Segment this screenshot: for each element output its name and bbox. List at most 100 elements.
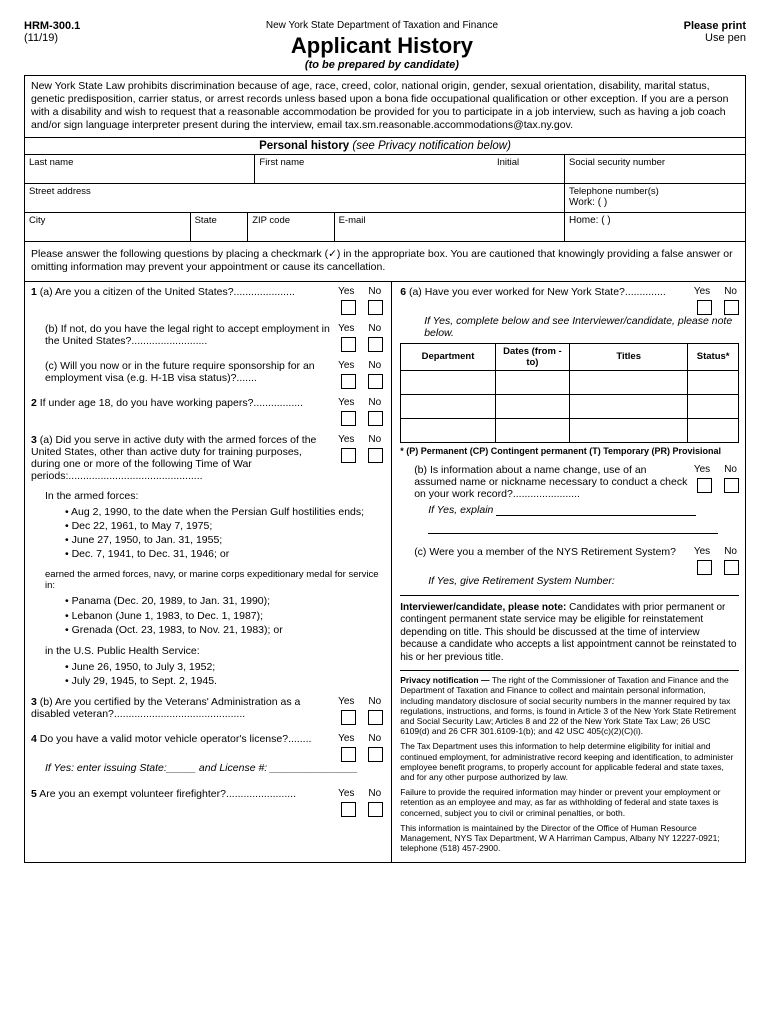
q4-text: Do you have a valid motor vehicle operat… bbox=[40, 733, 288, 745]
q1b-text: If not, do you have the legal right to a… bbox=[45, 323, 330, 347]
table-row[interactable] bbox=[401, 418, 739, 442]
armed-forces-block: In the armed forces: Aug 2, 1990, to the… bbox=[45, 490, 383, 562]
city-label: City bbox=[29, 215, 186, 226]
q3b-no[interactable] bbox=[368, 710, 383, 725]
q1b: (b) If not, do you have the legal right … bbox=[45, 323, 383, 352]
q4-yes[interactable] bbox=[341, 747, 356, 762]
initial-label: Initial bbox=[497, 157, 560, 168]
q4-sub: If Yes: enter issuing State:_____ and Li… bbox=[45, 762, 383, 774]
q3a-text: Did you serve in active duty with the ar… bbox=[31, 434, 316, 482]
explain-line[interactable] bbox=[496, 505, 696, 516]
armed-label: In the armed forces: bbox=[45, 490, 383, 502]
q1a-text: Are you a citizen of the United States? bbox=[55, 286, 234, 298]
form-border: New York State Law prohibits discriminat… bbox=[24, 75, 746, 863]
q1c-yes[interactable] bbox=[341, 374, 356, 389]
phone-label: Telephone number(s) bbox=[569, 186, 741, 197]
left-column: 1 (a) Are you a citizen of the United St… bbox=[25, 282, 392, 863]
table-row[interactable] bbox=[401, 394, 739, 418]
personal-hdr-note: (see Privacy notification below) bbox=[352, 140, 511, 152]
form-date: (11/19) bbox=[24, 32, 80, 44]
explain-line-2[interactable] bbox=[428, 523, 718, 534]
q6b-explain: If Yes, explain bbox=[428, 504, 739, 516]
q2: 2 If under age 18, do you have working p… bbox=[31, 397, 383, 426]
street-label: Street address bbox=[29, 186, 560, 197]
note-hdr: Interviewer/candidate, please note: bbox=[400, 602, 566, 613]
email-label: E-mail bbox=[339, 215, 560, 226]
q3b: 3 (b) Are you certified by the Veterans'… bbox=[31, 696, 383, 725]
header-center: New York State Department of Taxation an… bbox=[80, 20, 683, 71]
q2-yes[interactable] bbox=[341, 411, 356, 426]
q6b-text: Is information about a name change, use … bbox=[414, 464, 687, 500]
th-dept: Department bbox=[401, 343, 496, 370]
phs-label: in the U.S. Public Health Service: bbox=[45, 645, 383, 657]
interviewer-note: Interviewer/candidate, please note: Cand… bbox=[400, 595, 739, 665]
q6a-no[interactable] bbox=[724, 300, 739, 315]
q6c-text: Were you a member of the NYS Retirement … bbox=[429, 546, 676, 558]
status-legend: * (P) Permanent (CP) Contingent permanen… bbox=[400, 446, 739, 456]
q6b: (b) Is information about a name change, … bbox=[400, 464, 739, 500]
please-print: Please print bbox=[684, 20, 746, 32]
q5-yes[interactable] bbox=[341, 802, 356, 817]
q1c: (c) Will you now or in the future requir… bbox=[45, 360, 383, 389]
q6c: (c) Were you a member of the NYS Retirem… bbox=[400, 546, 739, 575]
last-name-label: Last name bbox=[29, 157, 250, 168]
q1b-yes[interactable] bbox=[341, 337, 356, 352]
dept-name: New York State Department of Taxation an… bbox=[80, 20, 683, 31]
medal-block: earned the armed forces, navy, or marine… bbox=[45, 569, 383, 637]
employment-table: Department Dates (from - to) Titles Stat… bbox=[400, 343, 739, 443]
personal-history-header: Personal history (see Privacy notificati… bbox=[25, 138, 745, 155]
th-status: Status* bbox=[688, 343, 739, 370]
q1a-yes[interactable] bbox=[341, 300, 356, 315]
first-name-label: First name bbox=[259, 157, 489, 168]
q6a-yes[interactable] bbox=[697, 300, 712, 315]
personal-hdr-text: Personal history bbox=[259, 140, 349, 152]
q3a: 3 (a) Did you serve in active duty with … bbox=[31, 434, 383, 482]
q6b-yes[interactable] bbox=[697, 478, 712, 493]
q3b-yes[interactable] bbox=[341, 710, 356, 725]
table-row[interactable] bbox=[401, 370, 739, 394]
q6c-yes[interactable] bbox=[697, 560, 712, 575]
instructions: Please answer the following questions by… bbox=[25, 242, 745, 282]
q2-no[interactable] bbox=[368, 411, 383, 426]
q1a: 1 (a) Are you a citizen of the United St… bbox=[31, 286, 383, 315]
q5-no[interactable] bbox=[368, 802, 383, 817]
phs-block: in the U.S. Public Health Service: June … bbox=[45, 645, 383, 688]
q1b-no[interactable] bbox=[368, 337, 383, 352]
form-page: HRM-300.1 (11/19) New York State Departm… bbox=[0, 0, 770, 883]
q3a-no[interactable] bbox=[368, 448, 383, 463]
name-row: Last name First name Initial Social secu… bbox=[25, 155, 745, 184]
q1a-no[interactable] bbox=[368, 300, 383, 315]
discrimination-notice: New York State Law prohibits discriminat… bbox=[25, 76, 745, 138]
medal-label: earned the armed forces, navy, or marine… bbox=[45, 569, 383, 591]
q3a-yes[interactable] bbox=[341, 448, 356, 463]
header: HRM-300.1 (11/19) New York State Departm… bbox=[24, 20, 746, 71]
form-subtitle: (to be prepared by candidate) bbox=[80, 59, 683, 71]
q4-no[interactable] bbox=[368, 747, 383, 762]
th-dates: Dates (from - to) bbox=[495, 343, 569, 370]
question-columns: 1 (a) Are you a citizen of the United St… bbox=[25, 282, 745, 863]
q6a: 6 (a) Have you ever worked for New York … bbox=[400, 286, 739, 315]
right-column: 6 (a) Have you ever worked for New York … bbox=[392, 282, 745, 863]
q5-text: Are you an exempt volunteer firefighter? bbox=[39, 788, 226, 800]
q3b-text: Are you certified by the Veterans' Admin… bbox=[31, 696, 300, 720]
city-row: City State ZIP code E-mail Home: ( ) bbox=[25, 213, 745, 242]
address-row: Street address Telephone number(s) Work:… bbox=[25, 184, 745, 213]
priv-hdr: Privacy notification — bbox=[400, 675, 489, 685]
q6c-no[interactable] bbox=[724, 560, 739, 575]
home-phone: Home: ( ) bbox=[569, 215, 611, 226]
q6b-no[interactable] bbox=[724, 478, 739, 493]
work-phone: Work: ( ) bbox=[569, 197, 607, 208]
state-label: State bbox=[195, 215, 244, 226]
q2-text: If under age 18, do you have working pap… bbox=[40, 397, 254, 409]
header-right: Please print Use pen bbox=[684, 20, 746, 44]
q1c-no[interactable] bbox=[368, 374, 383, 389]
q6a-note: If Yes, complete below and see Interview… bbox=[424, 315, 739, 339]
form-code-block: HRM-300.1 (11/19) bbox=[24, 20, 80, 44]
form-code: HRM-300.1 bbox=[24, 20, 80, 32]
q4: 4 Do you have a valid motor vehicle oper… bbox=[31, 733, 383, 762]
form-title: Applicant History bbox=[80, 33, 683, 59]
zip-label: ZIP code bbox=[252, 215, 329, 226]
use-pen: Use pen bbox=[684, 32, 746, 44]
th-titles: Titles bbox=[570, 343, 688, 370]
q6c-sub: If Yes, give Retirement System Number: bbox=[428, 575, 739, 587]
